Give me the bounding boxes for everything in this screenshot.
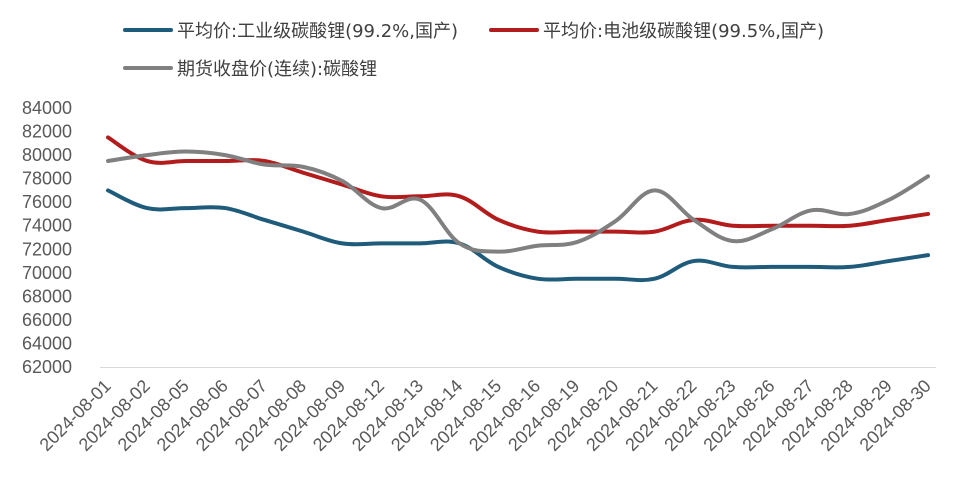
y-tick-label: 78000	[22, 169, 72, 189]
y-tick-label: 74000	[22, 216, 72, 236]
y-tick-label: 70000	[22, 263, 72, 283]
legend-label: 平均价:工业级碳酸锂(99.2%,国产)	[177, 21, 458, 42]
y-tick-label: 82000	[22, 122, 72, 142]
y-tick-label: 68000	[22, 286, 72, 306]
legend-label: 平均价:电池级碳酸锂(99.5%,国产)	[543, 21, 824, 42]
legend-item: 平均价:电池级碳酸锂(99.5%,国产)	[489, 21, 824, 42]
legend-item: 期货收盘价(连续):碳酸锂	[123, 59, 377, 80]
y-tick-label: 62000	[22, 357, 72, 377]
y-tick-label: 72000	[22, 239, 72, 259]
y-tick-label: 80000	[22, 145, 72, 165]
legend: 平均价:工业级碳酸锂(99.2%,国产) 平均价:电池级碳酸锂(99.5%,国产)…	[123, 21, 824, 80]
legend-item: 平均价:工业级碳酸锂(99.2%,国产)	[123, 21, 458, 42]
x-axis: 2024-08-012024-08-022024-08-052024-08-06…	[36, 367, 936, 455]
legend-label: 期货收盘价(连续):碳酸锂	[177, 59, 377, 80]
series-line-3	[106, 149, 930, 254]
series-line-2	[106, 135, 930, 235]
series-lines	[106, 135, 930, 283]
y-tick-label: 64000	[22, 333, 72, 353]
y-axis: 62000 64000 66000 68000 70000 72000 74000 76000…	[22, 98, 72, 377]
series-line-1	[106, 188, 930, 283]
y-tick-label: 76000	[22, 192, 72, 212]
y-tick-label: 84000	[22, 98, 72, 118]
y-tick-label: 66000	[22, 310, 72, 330]
